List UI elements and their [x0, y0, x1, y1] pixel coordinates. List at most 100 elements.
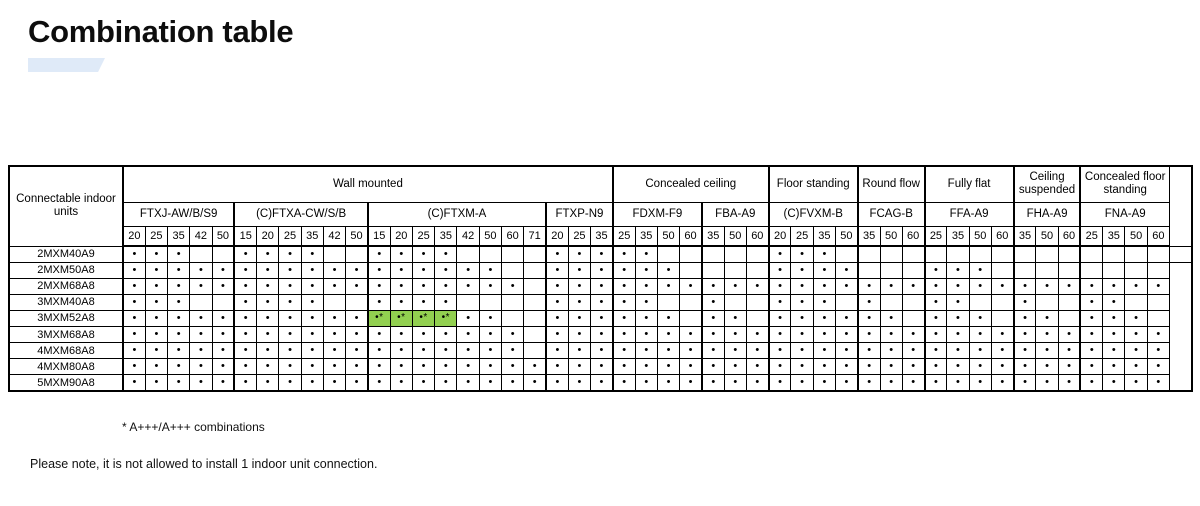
combination-cell: •	[1079, 293, 1104, 311]
combination-cell: •	[679, 326, 703, 344]
combination-cell: •	[1102, 326, 1126, 344]
combination-cell: •	[990, 326, 1015, 344]
combination-cell: •	[478, 342, 503, 360]
combination-cell	[923, 245, 948, 263]
combination-cell: •	[946, 261, 970, 279]
combination-cell: •	[1057, 342, 1081, 360]
table-row: 2MXM40A9 • • • • • • • • • • • • • • • • • • •	[8, 245, 1193, 263]
combination-cell: •	[322, 326, 347, 344]
combination-cell: •	[167, 342, 191, 360]
combination-cell: •	[345, 261, 369, 279]
combination-cell: •	[300, 293, 324, 311]
combination-cell: •	[389, 277, 413, 295]
combination-cell: •	[478, 326, 503, 344]
combination-cell: •	[189, 261, 213, 279]
combination-cell: •	[856, 358, 881, 376]
combination-cell: •	[523, 374, 547, 392]
combination-cell: •	[968, 326, 992, 344]
combination-cell: •	[634, 374, 658, 392]
size-header: 35	[590, 225, 614, 247]
table-row: 2MXM68A8 • • • • • • • • • • • • • • • • • • • • • • • • • • • • • • • •…	[8, 277, 1192, 295]
combination-cell: •	[1102, 342, 1126, 360]
combination-cell: •	[834, 358, 859, 376]
size-header: 50	[1035, 225, 1059, 247]
size-header: 60	[501, 225, 525, 247]
combination-cell: •	[611, 374, 636, 392]
combination-cell: •	[946, 277, 970, 295]
group-header: Floor standing	[767, 165, 859, 203]
combination-cell: •	[411, 277, 436, 295]
combination-cell: •	[856, 309, 881, 328]
combination-cell: •	[389, 326, 413, 344]
size-header: 60	[1057, 225, 1081, 247]
combination-cell	[946, 245, 970, 263]
combination-cell: •	[656, 342, 681, 360]
model-header: FBA-A9	[700, 201, 770, 227]
combination-cell: •	[478, 261, 503, 279]
combination-cell: •	[121, 374, 146, 392]
combination-cell: •	[121, 342, 146, 360]
size-header: 50	[211, 225, 235, 247]
size-header: 50	[879, 225, 903, 247]
combination-cell: •	[946, 358, 970, 376]
combination-cell: •	[1146, 277, 1170, 295]
size-header: 50	[723, 225, 747, 247]
combination-cell	[901, 293, 926, 311]
combination-cell: •	[501, 374, 525, 392]
combination-cell: •	[167, 358, 191, 376]
combination-cell	[901, 245, 926, 263]
combination-cell: •	[1124, 358, 1148, 376]
combination-cell: •	[278, 342, 302, 360]
combination-cell: •	[233, 245, 258, 263]
combination-cell: •	[700, 277, 725, 295]
combination-cell: •	[300, 277, 324, 295]
combination-cell: •	[745, 326, 770, 344]
size-header: 20	[256, 225, 280, 247]
combination-cell: •	[634, 326, 658, 344]
combination-cell	[501, 309, 525, 328]
combination-cell: •	[656, 326, 681, 344]
combination-cell	[1079, 261, 1104, 279]
combination-cell	[1035, 293, 1059, 311]
model-header: (C)FVXM-B	[767, 201, 859, 227]
combination-cell: •	[679, 342, 703, 360]
combination-cell: •	[478, 374, 503, 392]
combination-cell: •	[1079, 326, 1104, 344]
size-header: 20	[545, 225, 569, 247]
combination-cell: •	[611, 309, 636, 328]
size-header: 50	[834, 225, 859, 247]
combination-cell: •*	[389, 309, 413, 328]
size-header: 50	[345, 225, 369, 247]
combination-cell: •	[121, 277, 146, 295]
combination-cell: •	[144, 309, 169, 328]
combination-cell: •	[233, 277, 258, 295]
combination-cell	[1102, 261, 1126, 279]
size-header: 15	[366, 225, 391, 247]
table-row: 2MXM50A8 • • • • • • • • • • • • • • • • • • • • • • • • • • • • • •	[8, 261, 1192, 279]
combination-cell: •	[256, 326, 280, 344]
combination-cell: •	[656, 261, 681, 279]
size-header: 50	[968, 225, 992, 247]
combination-cell: •	[300, 374, 324, 392]
combination-cell: •	[300, 326, 324, 344]
combination-cell: •	[300, 358, 324, 376]
combination-cell: •	[278, 245, 302, 263]
size-header: 25	[923, 225, 948, 247]
size-header: 60	[990, 225, 1015, 247]
combination-cell: •	[567, 261, 592, 279]
combination-cell: •	[812, 342, 837, 360]
combination-cell: •	[278, 293, 302, 311]
combination-cell: •	[434, 374, 458, 392]
combination-cell: •	[1102, 277, 1126, 295]
combination-cell: •	[1124, 374, 1148, 392]
combination-cell: •	[1012, 374, 1037, 392]
combination-cell: •	[946, 342, 970, 360]
combination-cell	[1146, 309, 1170, 328]
combination-cell: •	[700, 326, 725, 344]
combination-cell: •	[545, 342, 569, 360]
combination-cell: •	[345, 309, 369, 328]
combination-cell: •	[990, 358, 1015, 376]
combination-cell	[1168, 245, 1193, 263]
combination-cell: •	[501, 326, 525, 344]
combination-cell: •	[1079, 309, 1104, 328]
